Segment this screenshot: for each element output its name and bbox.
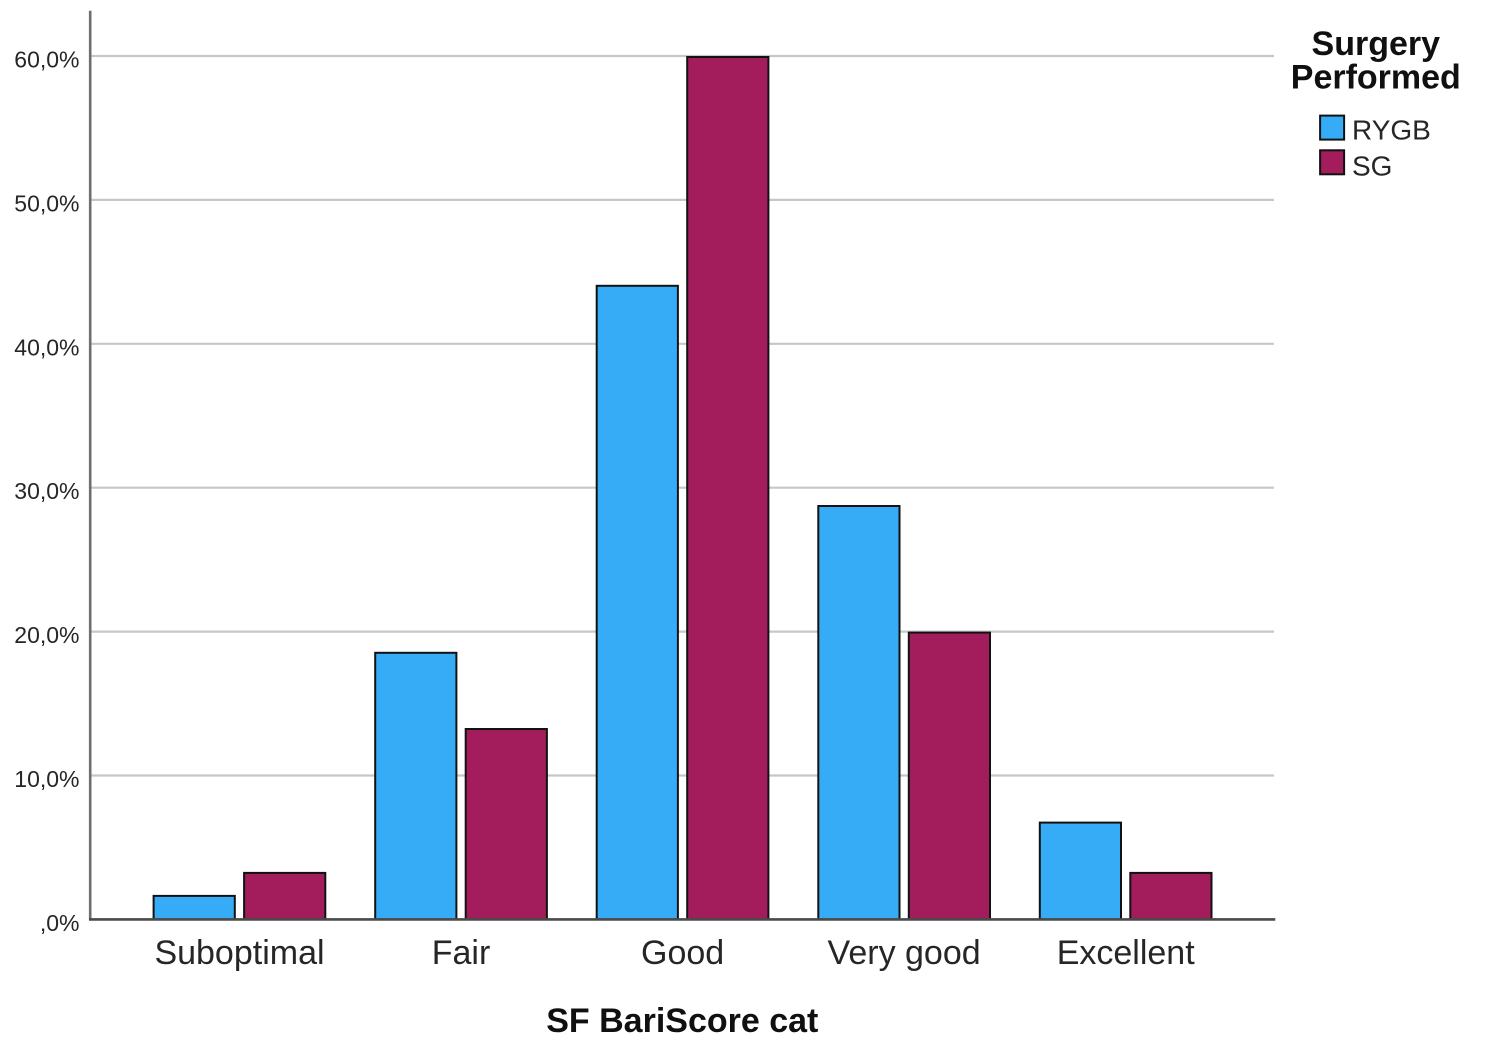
svg-text:Fair: Fair [432, 934, 491, 972]
svg-text:50,0%: 50,0% [14, 190, 79, 216]
svg-text:20,0%: 20,0% [14, 622, 79, 648]
svg-text:Suboptimal: Suboptimal [154, 934, 324, 972]
svg-text:40,0%: 40,0% [14, 334, 79, 360]
svg-text:Very good: Very good [828, 934, 981, 972]
svg-text:Performed: Performed [1291, 59, 1461, 97]
svg-text:Good: Good [641, 934, 724, 972]
svg-text:10,0%: 10,0% [14, 766, 79, 792]
svg-text:30,0%: 30,0% [14, 478, 79, 504]
svg-text:,0%: ,0% [40, 910, 80, 936]
svg-text:RYGB: RYGB [1352, 114, 1431, 145]
svg-text:SG: SG [1352, 150, 1392, 181]
svg-text:Surgery: Surgery [1312, 25, 1441, 63]
svg-text:Excellent: Excellent [1057, 934, 1196, 972]
svg-text:60,0%: 60,0% [14, 47, 79, 73]
svg-text:SF BariScore cat: SF BariScore cat [546, 1002, 818, 1037]
